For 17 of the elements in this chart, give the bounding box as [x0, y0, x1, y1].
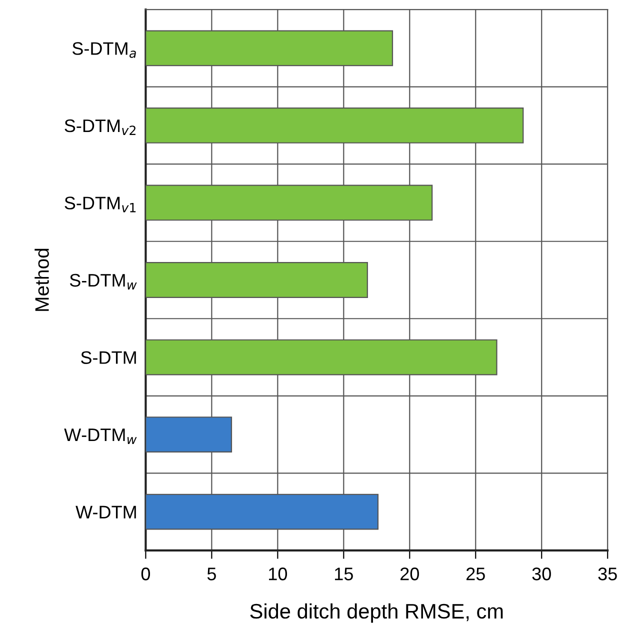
x-axis-title: Side ditch depth RMSE, cm: [250, 603, 503, 623]
y-tick-label: S-DTM$_{v1}$: [64, 196, 136, 212]
x-tick-label: 20: [400, 568, 419, 580]
x-tick-label: 0: [141, 568, 150, 580]
y-tick-label: S-DTM$_{a}$: [72, 42, 136, 58]
x-tick-label: 30: [532, 568, 551, 580]
x-tick-label: 15: [334, 568, 353, 580]
x-tick-label: 5: [207, 568, 216, 580]
y-tick-label: S-DTM$_{v2}$: [64, 119, 136, 135]
y-tick-label: W-DTM$_{w}$: [64, 428, 137, 444]
x-tick-label: 10: [269, 568, 288, 580]
y-tick-label: S-DTM: [81, 351, 136, 364]
y-tick-label: S-DTM$_{w}$: [70, 274, 137, 290]
x-tick-label: 35: [598, 568, 617, 580]
x-tick-label: 25: [466, 568, 485, 580]
y-axis-title: Method: [34, 248, 49, 311]
y-tick-label: W-DTM: [76, 506, 136, 518]
